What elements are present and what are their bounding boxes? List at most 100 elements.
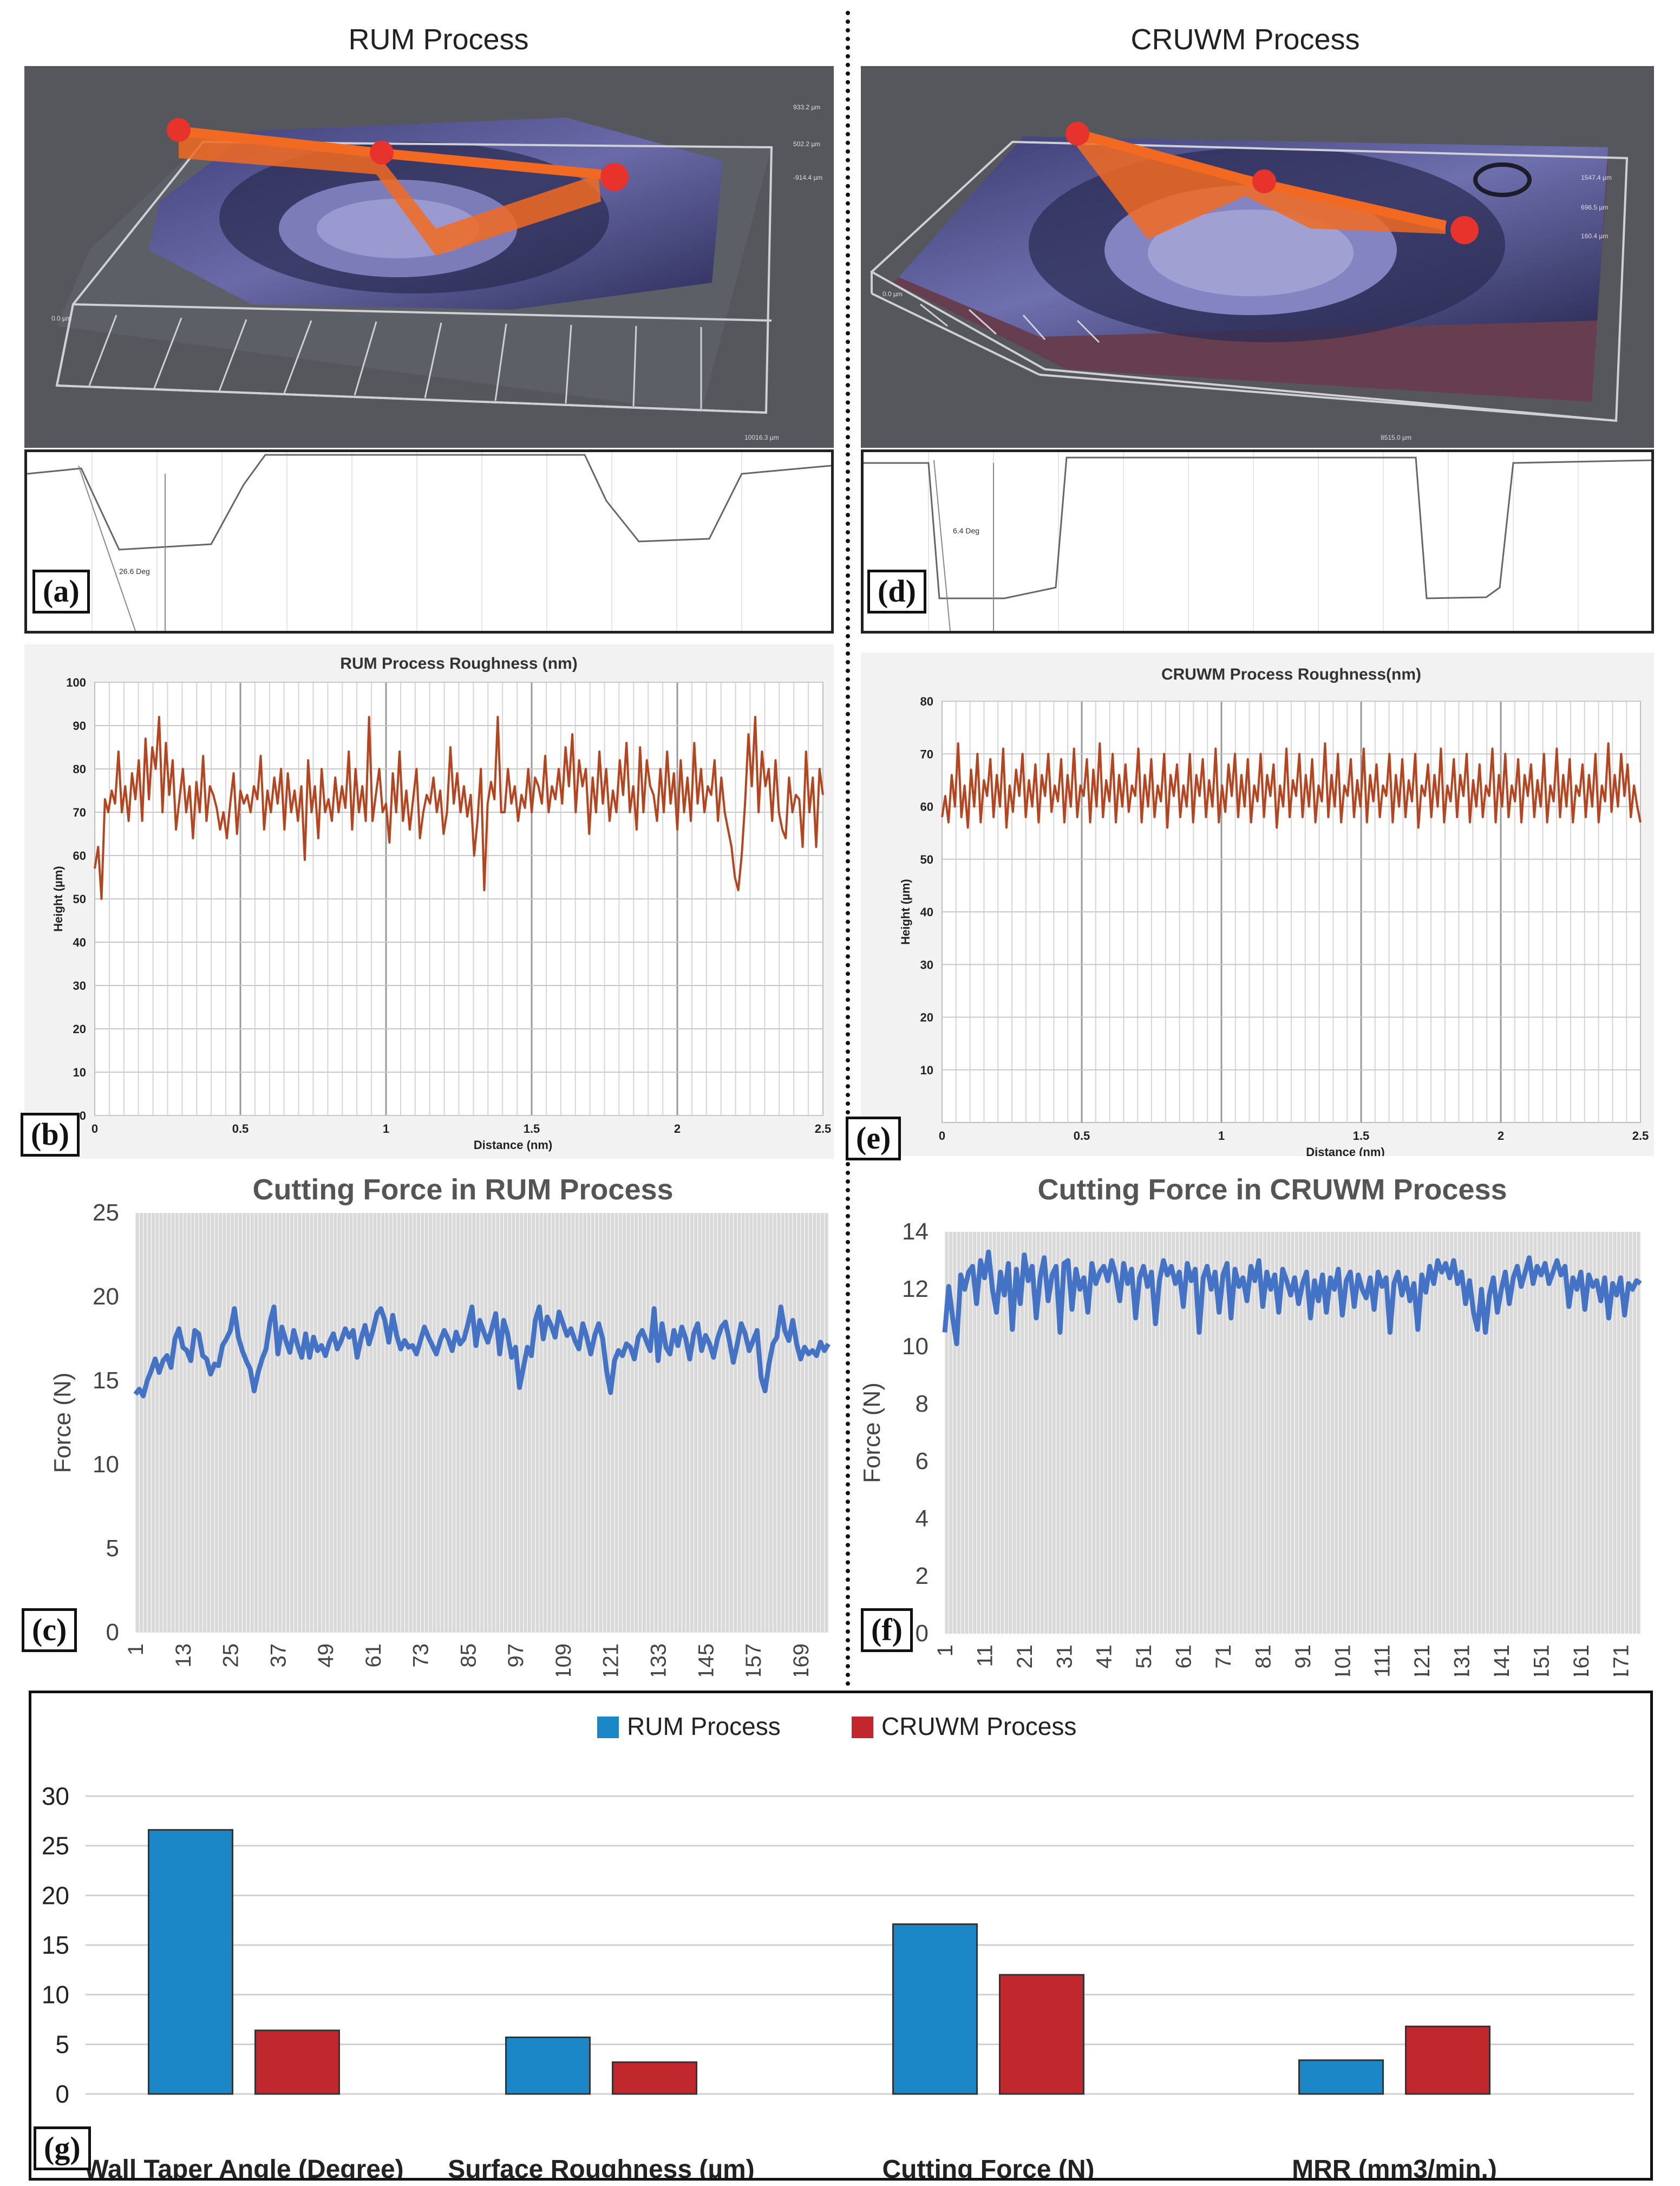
rum-3d-surface-scan: 933.2 µm 502.2 µm -914.4 µm 0.0 µm 10016… [24,66,834,448]
scan-marker-3 [1450,216,1479,244]
left-column-title: RUM Process [348,23,529,56]
y-tick-label: 50 [73,892,86,906]
chart-title: RUM Process Roughness (nm) [340,655,577,673]
y-tick-label: 20 [920,1011,933,1025]
y-tick-label: 0 [916,1620,929,1647]
chart-title: Cutting Force in CRUWM Process [1037,1173,1507,1206]
scan-d-top-2: 696.5 µm [1581,204,1608,211]
x-tick-label: 85 [456,1643,480,1668]
column-divider [846,11,850,1687]
x-tick-label: 13 [172,1643,195,1668]
bar-cruwm [999,1974,1084,2095]
cruwm-scan-drawing: 1547.4 µm 696.5 µm 160.4 µm 0.0 µm 8515.… [870,122,1629,441]
category-label: Wall Taper Angle (Degree) [84,2155,403,2178]
bar-rum [505,2037,591,2095]
rum-roughness-chart: 0 10 20 30 40 50 60 70 80 90 100 0 0.5 1 1.5 2 2.5 RUM Pr… [24,644,834,1159]
y-tick-label: 4 [916,1505,929,1532]
y-tick-label: 0 [55,2080,69,2108]
right-column-title: CRUWM Process [1130,23,1360,56]
scan-marker-3 [600,163,629,191]
y-tick-label: 20 [73,1022,86,1036]
x-tick-label: 157 [742,1643,766,1676]
rum-roughness-svg: 0 10 20 30 40 50 60 70 80 90 100 0 0.5 1 1.5 2 2.5 RUM Pr… [51,655,831,1152]
x-tick-label: 169 [789,1643,813,1676]
scan-a-top-3: -914.4 µm [793,174,822,181]
y-tick-label: 30 [73,979,86,993]
category-label: Surface Roughness (µm) [448,2155,754,2178]
x-tick-label: 101 [1331,1645,1355,1676]
y-tick-label: 30 [42,1782,69,1810]
y-tick-label: 15 [93,1367,119,1394]
force-series-line [942,1249,1642,1347]
x-tick-label: 1 [1218,1129,1225,1143]
cruwm-taper-angle-label: 6.4 Deg [953,526,979,535]
x-axis-label: Distance (nm) [1306,1145,1384,1156]
y-tick-label: 12 [902,1276,929,1302]
rum-scan-drawing: 933.2 µm 502.2 µm -914.4 µm 0.0 µm 10016… [51,103,822,441]
cruwm-3d-surface-scan: 1547.4 µm 696.5 µm 160.4 µm 0.0 µm 8515.… [861,66,1654,448]
y-tick-label: 0 [106,1619,119,1646]
panel-label-e: (e) [846,1117,901,1160]
y-tick-label: 70 [920,747,933,761]
y-tick-label: 25 [42,1832,69,1860]
x-tick-label: 0 [939,1129,945,1143]
chart-title: Cutting Force in RUM Process [252,1173,673,1206]
x-tick-label: 1 [933,1645,957,1656]
x-tick-label: 1.5 [524,1122,540,1136]
rum-force-svg: 0 5 10 15 20 25 1 13 25 37 49 61 73 85 97 109 121 133 145 1… [49,1173,831,1676]
y-tick-label: 30 [920,958,933,971]
y-tick-label: 5 [106,1535,119,1562]
y-tick-label: 60 [73,849,86,863]
x-tick-label: 171 [1609,1645,1633,1676]
x-tick-label: 133 [646,1643,670,1676]
y-tick-label: 8 [916,1391,929,1417]
cruwm-roughness-svg: 10 20 30 40 50 60 70 80 0 0.5 1 1.5 2 2.5 CRUWM Proces… [899,665,1649,1156]
bar-rum [148,1829,233,2095]
panel-label-f: (f) [861,1608,913,1652]
y-tick-label: 6 [916,1448,929,1474]
x-tick-label: 61 [1172,1645,1196,1669]
x-tick-label: 1 [124,1643,148,1655]
scan-a-origin: 0.0 µm [51,315,71,322]
y-tick-label: 40 [73,936,86,949]
x-tick-label: 161 [1570,1645,1593,1676]
panel-label-d: (d) [867,570,926,614]
x-tick-label: 121 [599,1643,623,1676]
y-axis-label: Force (N) [861,1382,885,1483]
x-tick-label: 21 [1013,1645,1037,1669]
scan-d-top-1: 1547.4 µm [1581,174,1612,181]
plot-area [135,1213,828,1633]
y-tick-label: 10 [920,1063,933,1077]
x-tick-label: 73 [409,1643,433,1668]
cruwm-roughness-chart: 10 20 30 40 50 60 70 80 0 0.5 1 1.5 2 2.5 CRUWM Proces… [861,652,1654,1156]
scan-d-origin: 0.0 µm [883,290,903,298]
y-tick-label: 14 [902,1218,929,1245]
scan-a-extent: 10016.3 µm [744,434,779,441]
scan-marker-2 [370,141,394,165]
roughness-series-line [941,742,1642,829]
chart-title: CRUWM Process Roughness(nm) [1161,665,1421,683]
x-tick-label: 121 [1410,1645,1434,1676]
category-label: MRR (mm3/min.) [1292,2155,1497,2178]
y-axis-label: Force (N) [49,1373,76,1473]
bar-cruwm [254,2030,340,2095]
x-tick-label: 0.5 [232,1122,249,1136]
scan-marker-1 [167,118,191,142]
panel-label-b: (b) [21,1113,80,1157]
rum-profile-drawing: 26.6 Deg [27,452,831,631]
x-tick-label: 2.5 [1632,1129,1649,1143]
y-tick-label: 50 [920,853,933,866]
y-tick-label: 10 [93,1451,119,1478]
panel-label-c: (c) [22,1608,77,1652]
y-tick-label: 0 [80,1109,86,1123]
bar-cruwm [612,2061,697,2095]
rum-taper-angle-label: 26.6 Deg [119,567,150,576]
y-axis-label: Height (µm) [51,866,65,931]
x-tick-label: 97 [504,1643,528,1668]
roughness-series-line [94,716,824,900]
x-tick-label: 25 [219,1643,243,1668]
y-tick-label: 20 [42,1881,69,1909]
x-tick-label: 111 [1371,1645,1395,1676]
x-tick-label: 71 [1212,1645,1236,1669]
x-tick-label: 0 [91,1122,98,1136]
